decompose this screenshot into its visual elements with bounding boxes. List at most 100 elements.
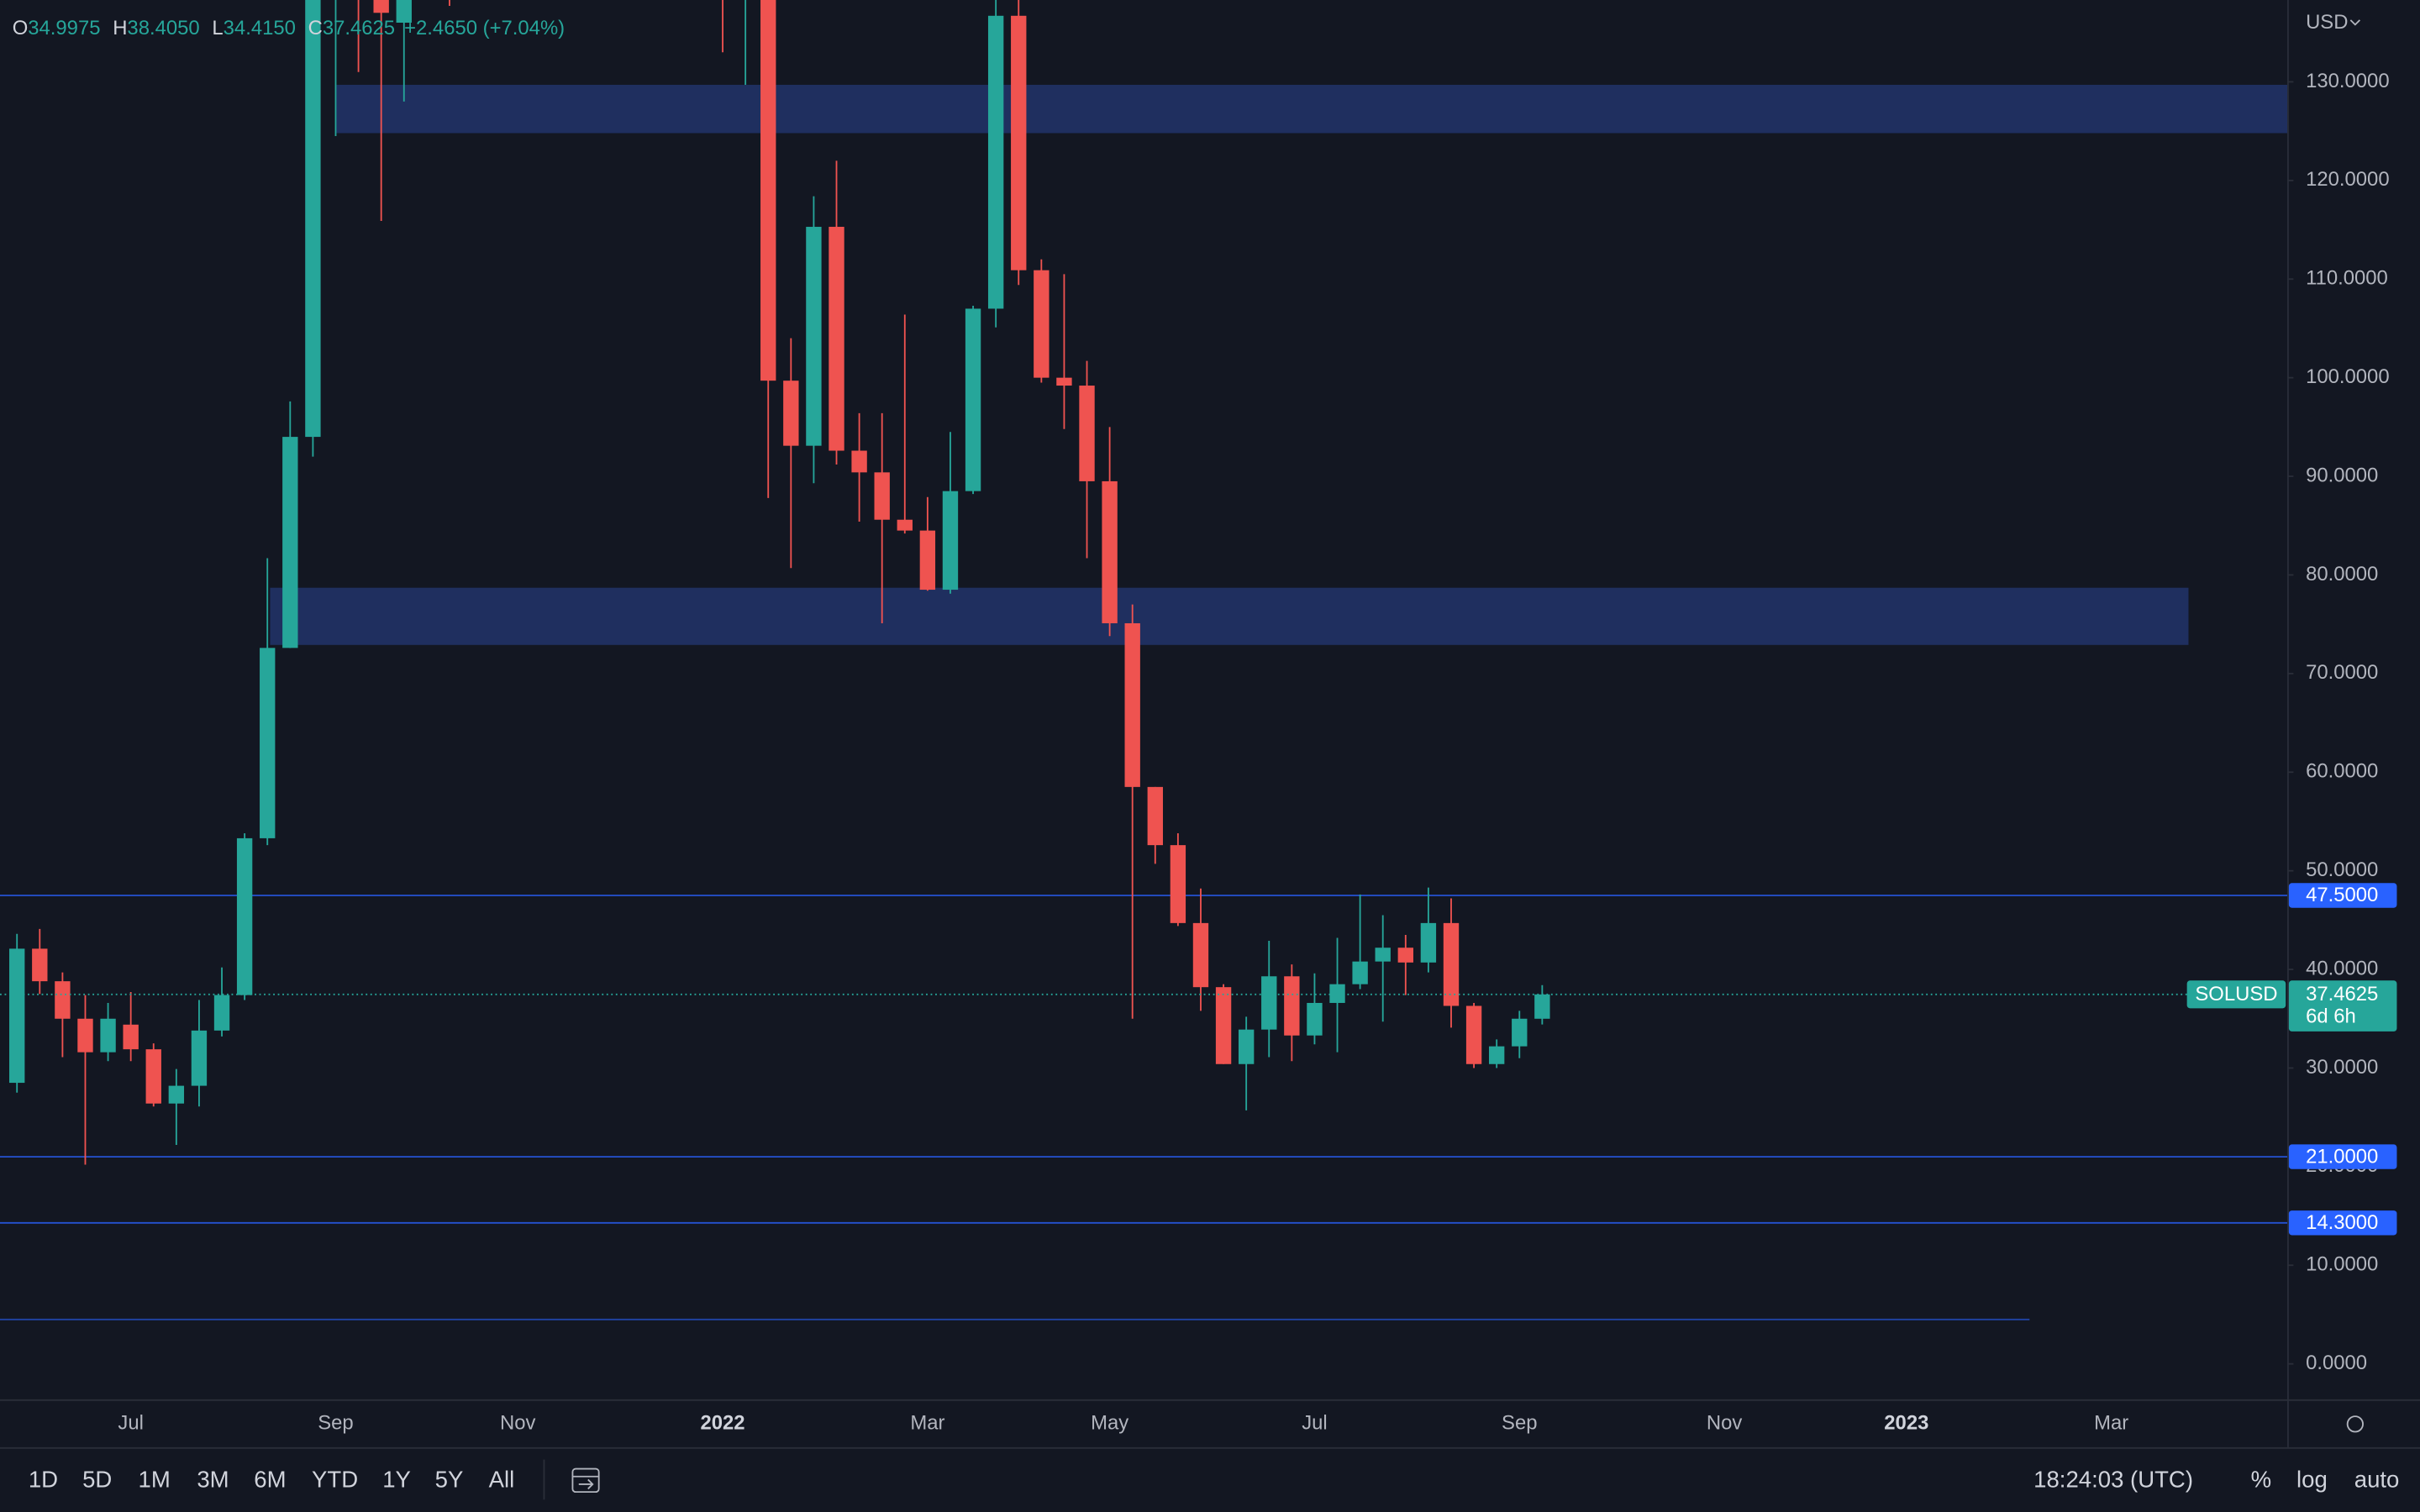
candle-body (236, 837, 253, 995)
ohlc-legend: O34.9975 H38.4050 L34.4150 C37.4625 +2.4650 … (13, 17, 565, 39)
candle-body (919, 530, 936, 591)
y-tick-label: 110.0000 (2306, 267, 2388, 290)
candle-body (851, 450, 867, 473)
candle-body (32, 948, 48, 982)
candle-body (1465, 1005, 1482, 1064)
zone (336, 84, 2288, 134)
legend-key: L (212, 17, 223, 39)
candle-body (1443, 922, 1460, 1006)
legend-value: 34.9975 (28, 17, 100, 39)
legend-change: +2.4650 (+7.04%) (404, 17, 565, 39)
y-tick-label: 80.0000 (2306, 563, 2378, 585)
x-tick-label: Nov (1707, 1412, 1743, 1435)
candle-body (806, 227, 822, 446)
symbol-tag-label: SOLUSD (2195, 983, 2277, 1005)
range-button[interactable]: 5D (82, 1467, 112, 1493)
range-button[interactable]: YTD (312, 1467, 358, 1493)
candle-body (373, 0, 389, 13)
y-tick-label: 90.0000 (2306, 464, 2378, 486)
candle-body (1034, 270, 1050, 378)
legend-key: H (113, 17, 127, 39)
scale-button[interactable]: % (2251, 1467, 2272, 1493)
clock: 18:24:03 (UTC) (2033, 1467, 2193, 1493)
scale-button[interactable]: log (2296, 1467, 2328, 1493)
candle-body (282, 437, 298, 648)
y-tick-label: 60.0000 (2306, 760, 2378, 783)
countdown: 6d 6h (2306, 1005, 2356, 1028)
candle-body (55, 981, 71, 1019)
legend-value: 37.4625 (323, 17, 395, 39)
candle-body (9, 948, 25, 1084)
price-tag (2288, 1210, 2397, 1236)
range-button[interactable]: 3M (197, 1467, 229, 1493)
candle-body (145, 1049, 161, 1104)
candle-body (100, 1018, 116, 1053)
range-button[interactable]: 1Y (382, 1467, 411, 1493)
symbol-tag (2186, 980, 2286, 1009)
y-tick-label: 0.0000 (2306, 1352, 2367, 1374)
last-price-tag (2288, 980, 2397, 1032)
candle-body (1329, 984, 1345, 1003)
y-tick-label: 70.0000 (2306, 661, 2378, 684)
candle-body (1534, 994, 1550, 1019)
legend-value: 38.4050 (127, 17, 199, 39)
candle-body (987, 15, 1004, 309)
price-tag-label: 47.5000 (2306, 884, 2378, 906)
plot-area (0, 0, 2288, 1320)
x-tick-label: Jul (118, 1412, 144, 1435)
candle-body (1147, 786, 1163, 846)
y-tick-label: 100.0000 (2306, 365, 2390, 388)
candle-body (213, 995, 230, 1031)
candle-body (783, 381, 799, 446)
date-range-icon[interactable] (571, 1467, 600, 1494)
zone (270, 587, 2189, 645)
candle-body (168, 1085, 185, 1104)
legend-value: 34.4150 (224, 17, 296, 39)
candle-body (1238, 1029, 1255, 1064)
candle-body (1375, 948, 1391, 962)
range-button[interactable]: All (489, 1467, 515, 1493)
candle-body (1488, 1046, 1505, 1064)
x-tick-label: May (1091, 1412, 1128, 1435)
scale-button[interactable]: auto (2354, 1467, 2400, 1493)
currency-caret (2349, 19, 2361, 26)
candle-body (396, 0, 412, 24)
price-tag (2288, 1144, 2397, 1169)
x-tick-label: Mar (910, 1412, 944, 1435)
candle-body (1512, 1018, 1528, 1047)
candle-body (77, 1018, 93, 1053)
candle-body (1284, 976, 1300, 1036)
price-tag-label: 21.0000 (2306, 1145, 2378, 1168)
price-tag-label: 14.3000 (2306, 1211, 2378, 1234)
legend-key: O (13, 17, 29, 39)
range-button[interactable]: 5Y (435, 1467, 464, 1493)
price-tag (2288, 883, 2397, 908)
x-tick-label: 2023 (1884, 1412, 1928, 1435)
candle-body (1102, 480, 1118, 623)
currency-menu[interactable]: USD (2306, 11, 2348, 34)
range-button[interactable]: 6M (254, 1467, 286, 1493)
y-tick-label: 50.0000 (2306, 858, 2378, 881)
range-button[interactable]: 1D (29, 1467, 58, 1493)
axes: 0.000010.000020.000030.000040.000050.000… (118, 70, 2397, 1435)
candle-body (1307, 1002, 1323, 1036)
candle-body (965, 308, 981, 491)
y-tick-label: 120.0000 (2306, 168, 2390, 191)
candle-body (1056, 377, 1072, 386)
candle-body (1079, 386, 1095, 481)
candle-body (1124, 622, 1140, 787)
candle-body (260, 648, 276, 838)
candle-body (1261, 976, 1277, 1030)
ui: O34.9975 H38.4050 L34.4150 C37.4625 +2.4650 … (13, 17, 2400, 1492)
candle-body (897, 519, 913, 531)
settings-icon[interactable] (2346, 1415, 2364, 1433)
range-button[interactable]: 1M (139, 1467, 171, 1493)
candle-body (123, 1024, 139, 1050)
candle-body (942, 491, 959, 591)
candle-body (1215, 987, 1232, 1064)
candle-body (1420, 922, 1437, 963)
x-tick-label: Sep (318, 1412, 353, 1435)
candle-body (1352, 961, 1368, 984)
